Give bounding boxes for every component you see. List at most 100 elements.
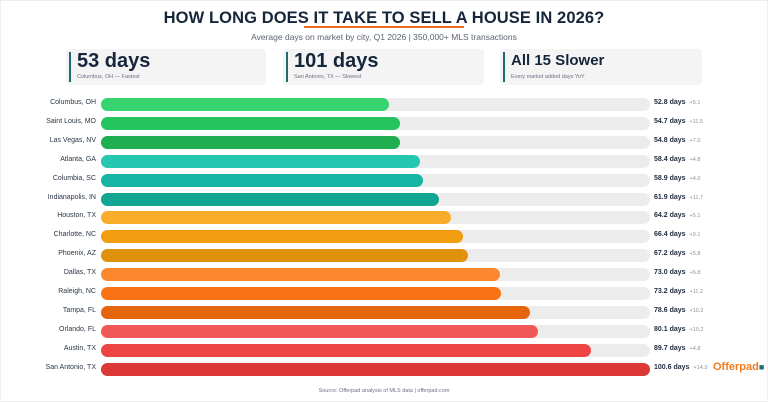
value-label: 54.8 days +7.0 xyxy=(654,137,700,144)
yoy-delta: +9.1 xyxy=(689,232,701,239)
stat-card-all-slower: All 15 Slower Every market added days Yo… xyxy=(500,49,702,85)
logo-dot-icon: ■ xyxy=(758,362,765,372)
bar-track xyxy=(101,324,650,338)
bar-fill xyxy=(101,324,538,338)
value-label: 67.2 days +5.8 xyxy=(654,250,700,257)
value-label: 52.8 days +5.1 xyxy=(654,99,700,106)
bar-row: Indianapolis, IN 61.9 days +11.7 xyxy=(0,191,768,210)
yoy-delta: +6.8 xyxy=(689,270,701,277)
days-value: 100.6 days xyxy=(654,363,690,371)
city-label: Saint Louis, MO xyxy=(46,117,96,125)
chart-subtitle: Average days on market by city, Q1 2026 … xyxy=(251,32,517,42)
bar-track xyxy=(101,211,650,225)
bar-fill xyxy=(101,98,390,111)
bar-track xyxy=(101,287,650,300)
bar-track xyxy=(101,249,650,263)
city-label: San Antonio, TX xyxy=(45,363,96,371)
logo-text: Offerpad xyxy=(713,361,759,373)
bar-track xyxy=(101,116,650,130)
stat-card-fastest: 53 days Columbus, OH — Fastest xyxy=(66,49,266,85)
city-label: Houston, TX xyxy=(57,212,96,220)
bar-fill xyxy=(101,230,464,244)
city-label: Tampa, FL xyxy=(62,306,96,314)
stat-value: 101 days xyxy=(294,50,379,72)
city-label: Orlando, FL xyxy=(59,325,96,333)
bar-row: Atlanta, GA 58.4 days +4.8 xyxy=(0,153,768,172)
yoy-delta: +4.8 xyxy=(689,345,701,352)
city-label: Raleigh, NC xyxy=(58,288,96,295)
value-label: 61.9 days +11.7 xyxy=(654,194,703,201)
bar-fill xyxy=(101,305,530,319)
bar-row: San Antonio, TX 100.6 days +14.3 xyxy=(0,361,768,380)
bar-track xyxy=(101,154,650,168)
bar-fill xyxy=(101,154,420,168)
value-label: 58.9 days +4.0 xyxy=(654,175,700,182)
yoy-delta: +5.1 xyxy=(689,100,701,106)
bar-track xyxy=(101,305,650,319)
city-label: Columbus, OH xyxy=(50,99,96,106)
value-label: 78.6 days +10.2 xyxy=(654,307,703,314)
days-value: 61.9 days xyxy=(654,193,686,201)
city-label: Indianapolis, IN xyxy=(47,193,96,201)
stat-card-slowest: 101 days San Antonio, TX — Slowest xyxy=(283,49,484,85)
stat-caption: Every market added days YoY xyxy=(511,74,585,80)
source-footer: Source: Offerpad analysis of MLS data | … xyxy=(318,388,450,394)
days-value: 52.8 days xyxy=(654,99,686,106)
days-value: 54.8 days xyxy=(654,136,686,144)
bar-fill xyxy=(101,116,400,130)
bar-fill xyxy=(101,173,423,187)
value-label: 54.7 days +11.5 xyxy=(654,118,703,125)
title-underline xyxy=(304,26,464,28)
yoy-delta: +14.3 xyxy=(693,364,708,371)
stat-caption: Columbus, OH — Fastest xyxy=(77,74,140,80)
yoy-delta: +4.0 xyxy=(689,175,701,182)
city-label: Austin, TX xyxy=(63,344,96,352)
value-label: 73.0 days +6.8 xyxy=(654,269,700,276)
yoy-delta: +11.7 xyxy=(689,194,704,201)
bar-track xyxy=(101,268,650,282)
bar-fill xyxy=(101,268,500,282)
value-label: 80.1 days +10.2 xyxy=(654,326,703,333)
bar-row: Tampa, FL 78.6 days +10.2 xyxy=(0,304,768,323)
bar-row: Las Vegas, NV 54.8 days +7.0 xyxy=(0,134,768,153)
city-label: Phoenix, AZ xyxy=(58,250,96,258)
bar-row: Columbus, OH 52.8 days +5.1 xyxy=(0,96,768,115)
days-value: 80.1 days xyxy=(654,325,686,333)
card-accent xyxy=(69,52,71,82)
city-label: Dallas, TX xyxy=(63,269,96,277)
value-label: 73.2 days +11.2 xyxy=(654,288,703,295)
yoy-delta: +11.5 xyxy=(689,118,704,125)
chart-title: HOW LONG DOES IT TAKE TO SELL A HOUSE IN… xyxy=(163,9,605,27)
days-value: 66.4 days xyxy=(654,231,686,239)
bar-track xyxy=(101,192,650,206)
card-accent xyxy=(503,52,505,82)
days-value: 89.7 days xyxy=(654,344,686,352)
offerpad-logo: Offerpad■ xyxy=(713,361,764,373)
city-label: Las Vegas, NV xyxy=(49,136,96,144)
days-value: 54.7 days xyxy=(654,117,686,125)
bar-track xyxy=(101,362,650,376)
bar-row: Saint Louis, MO 54.7 days +11.5 xyxy=(0,115,768,134)
value-label: 100.6 days +14.3 xyxy=(654,364,707,371)
days-value: 78.6 days xyxy=(654,306,686,314)
value-label: 66.4 days +9.1 xyxy=(654,231,700,238)
bar-track xyxy=(101,135,650,149)
bar-row: Orlando, FL 80.1 days +10.2 xyxy=(0,323,768,342)
bar-track xyxy=(101,173,650,187)
city-label: Columbia, SC xyxy=(52,174,96,182)
city-label: Charlotte, NC xyxy=(53,231,96,239)
yoy-delta: +10.2 xyxy=(689,326,704,333)
bar-row: Charlotte, NC 66.4 days +9.1 xyxy=(0,228,768,247)
bar-track xyxy=(101,98,650,111)
yoy-delta: +10.2 xyxy=(689,307,704,314)
value-label: 58.4 days +4.8 xyxy=(654,156,700,163)
bar-fill xyxy=(101,343,591,357)
value-label: 64.2 days +5.1 xyxy=(654,212,700,219)
yoy-delta: +5.8 xyxy=(689,251,701,258)
stat-value: All 15 Slower xyxy=(511,52,605,69)
bar-fill xyxy=(101,362,650,376)
days-value: 64.2 days xyxy=(654,212,686,220)
bar-track xyxy=(101,230,650,244)
bar-fill xyxy=(101,249,468,263)
stat-caption: San Antonio, TX — Slowest xyxy=(294,74,362,80)
